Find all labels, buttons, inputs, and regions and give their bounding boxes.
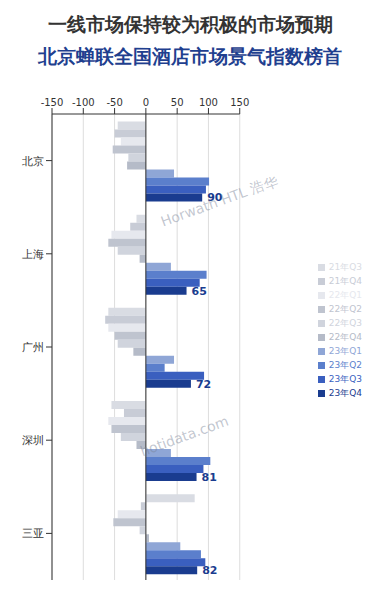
svg-text:81: 81 <box>202 471 217 484</box>
svg-text:上海: 上海 <box>22 248 44 261</box>
svg-text:广州: 广州 <box>22 341 44 354</box>
svg-text:深圳: 深圳 <box>22 434 44 447</box>
svg-text:-100: -100 <box>72 97 95 108</box>
svg-text:-50: -50 <box>106 97 122 108</box>
svg-text:90: 90 <box>207 191 223 204</box>
svg-text:150: 150 <box>230 97 249 108</box>
svg-text:82: 82 <box>202 564 217 577</box>
svg-text:50: 50 <box>171 97 184 108</box>
svg-text:0: 0 <box>143 97 149 108</box>
svg-text:72: 72 <box>196 378 211 391</box>
svg-text:100: 100 <box>199 97 218 108</box>
svg-text:北京: 北京 <box>22 155 44 168</box>
svg-text:三亚: 三亚 <box>22 527 44 540</box>
svg-text:65: 65 <box>192 285 207 298</box>
svg-text:-150: -150 <box>41 97 64 108</box>
